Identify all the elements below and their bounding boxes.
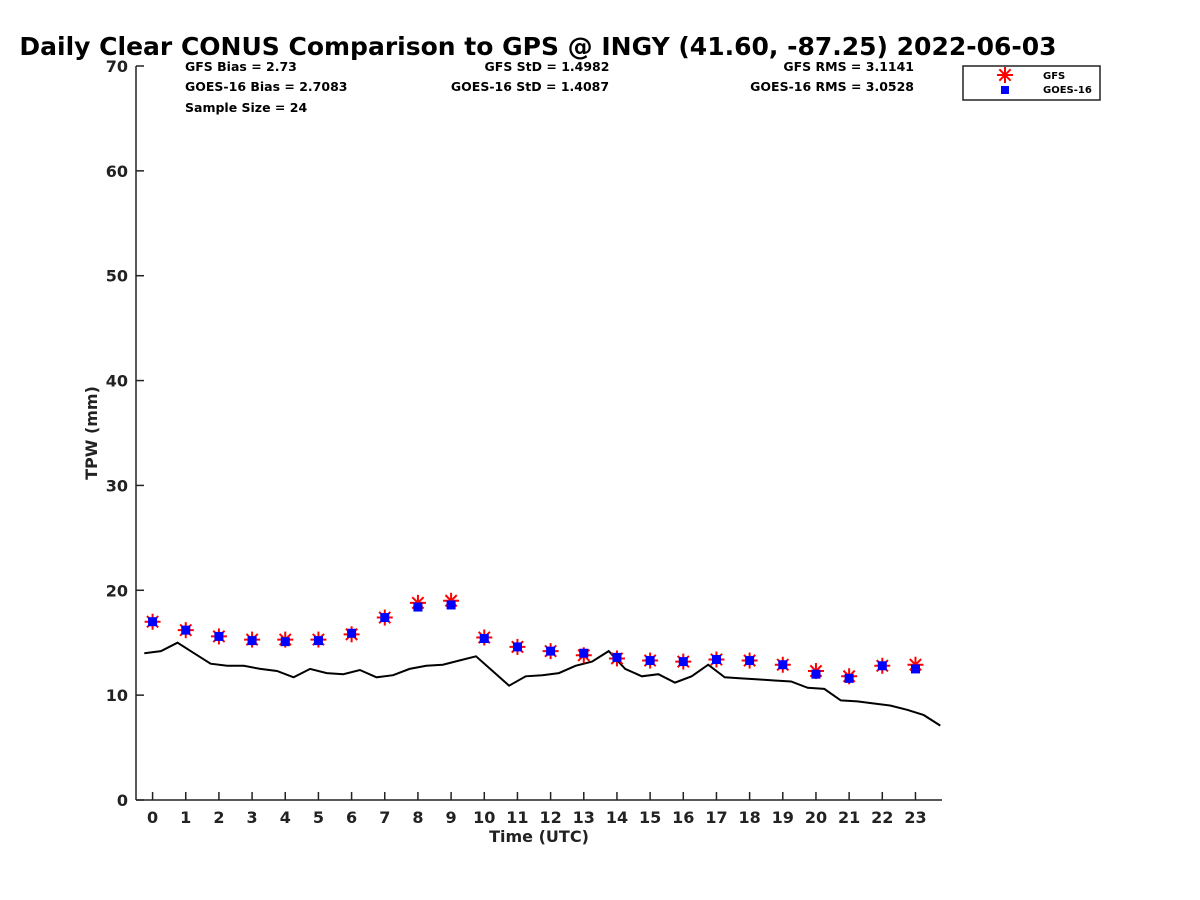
legend-goes-marker bbox=[1001, 86, 1009, 94]
x-tick-label: 3 bbox=[247, 808, 258, 827]
goes16-point bbox=[678, 657, 688, 667]
gfs-rms-stat: GFS RMS = 3.1141 bbox=[783, 59, 914, 74]
goes16-point bbox=[479, 634, 489, 644]
y-tick-label: 0 bbox=[117, 791, 128, 810]
goes16-point bbox=[280, 637, 290, 647]
y-axis-ticks: 0 10 20 30 40 50 60 70 bbox=[106, 57, 144, 810]
gfs-std-stat: GFS StD = 1.4982 bbox=[485, 59, 610, 74]
legend-gfs-label: GFS bbox=[1043, 71, 1065, 82]
x-tick-label: 4 bbox=[280, 808, 291, 827]
x-axis-label: Time (UTC) bbox=[489, 827, 589, 846]
goes16-point bbox=[380, 613, 390, 623]
y-tick-label: 60 bbox=[106, 162, 128, 181]
goes16-point bbox=[214, 631, 224, 641]
x-tick-label: 9 bbox=[446, 808, 457, 827]
x-tick-label: 15 bbox=[639, 808, 661, 827]
series-layer bbox=[144, 592, 941, 727]
legend-box bbox=[962, 65, 1101, 101]
x-tick-label: 0 bbox=[147, 808, 158, 827]
x-tick-label: 18 bbox=[738, 808, 760, 827]
x-tick-label: 17 bbox=[705, 808, 727, 827]
chart-title: Daily Clear CONUS Comparison to GPS @ IN… bbox=[19, 32, 1056, 61]
x-axis-ticks: 0 1 2 3 4 5 6 7 8 9 10 11 12 13 14 15 16 17 18 19 20 21 22 23 bbox=[147, 792, 927, 827]
legend: GFS GOES-16 bbox=[962, 65, 1101, 101]
y-tick-label: 50 bbox=[106, 267, 128, 286]
goes16-point bbox=[347, 628, 357, 638]
x-tick-label: 22 bbox=[871, 808, 893, 827]
goes16-point bbox=[711, 654, 721, 664]
x-tick-label: 23 bbox=[904, 808, 926, 827]
goes16-point bbox=[645, 656, 655, 666]
goes16-point bbox=[181, 625, 191, 635]
goes-std-stat: GOES-16 StD = 1.4087 bbox=[451, 79, 609, 94]
goes16-point bbox=[512, 642, 522, 652]
goes16-point bbox=[612, 652, 622, 662]
goes16-point bbox=[313, 636, 323, 646]
x-tick-label: 7 bbox=[379, 808, 390, 827]
y-tick-label: 10 bbox=[106, 686, 128, 705]
x-tick-label: 14 bbox=[606, 808, 628, 827]
legend-gfs-marker bbox=[997, 67, 1013, 83]
goes16-point bbox=[844, 673, 854, 683]
goes16-point bbox=[546, 646, 556, 656]
x-tick-label: 21 bbox=[838, 808, 860, 827]
goes16-point bbox=[446, 600, 456, 610]
goes16-point bbox=[877, 661, 887, 671]
y-tick-label: 30 bbox=[106, 476, 128, 495]
y-tick-label: 20 bbox=[106, 581, 128, 600]
x-tick-label: 2 bbox=[213, 808, 224, 827]
gps-line bbox=[144, 641, 941, 727]
stats-block: GFS Bias = 2.73 GOES-16 Bias = 2.7083 Sa… bbox=[185, 59, 914, 115]
goes16-point bbox=[778, 660, 788, 670]
sample-size-stat: Sample Size = 24 bbox=[185, 100, 307, 115]
x-tick-label: 1 bbox=[180, 808, 191, 827]
x-tick-label: 10 bbox=[473, 808, 495, 827]
goes16-point bbox=[247, 636, 257, 646]
x-tick-label: 13 bbox=[573, 808, 595, 827]
y-axis-label: TPW (mm) bbox=[82, 386, 101, 480]
x-tick-label: 19 bbox=[772, 808, 794, 827]
legend-gfs-asterisk bbox=[997, 67, 1013, 83]
goes16-point bbox=[910, 664, 920, 674]
goes16-point bbox=[579, 648, 589, 658]
goes16-point bbox=[148, 617, 158, 627]
goes-rms-stat: GOES-16 RMS = 3.0528 bbox=[750, 79, 914, 94]
x-tick-label: 20 bbox=[805, 808, 827, 827]
legend-goes-label: GOES-16 bbox=[1043, 85, 1092, 96]
x-tick-label: 12 bbox=[539, 808, 561, 827]
x-tick-label: 16 bbox=[672, 808, 694, 827]
x-tick-label: 11 bbox=[506, 808, 528, 827]
goes16-point bbox=[811, 669, 821, 679]
goes16-point bbox=[413, 602, 423, 612]
goes-bias-stat: GOES-16 Bias = 2.7083 bbox=[185, 79, 347, 94]
goes16-point bbox=[745, 656, 755, 666]
y-tick-label: 40 bbox=[106, 372, 128, 391]
x-tick-label: 6 bbox=[346, 808, 357, 827]
x-tick-label: 8 bbox=[412, 808, 423, 827]
gfs-bias-stat: GFS Bias = 2.73 bbox=[185, 59, 297, 74]
x-tick-label: 5 bbox=[313, 808, 324, 827]
y-tick-label: 70 bbox=[106, 57, 128, 76]
